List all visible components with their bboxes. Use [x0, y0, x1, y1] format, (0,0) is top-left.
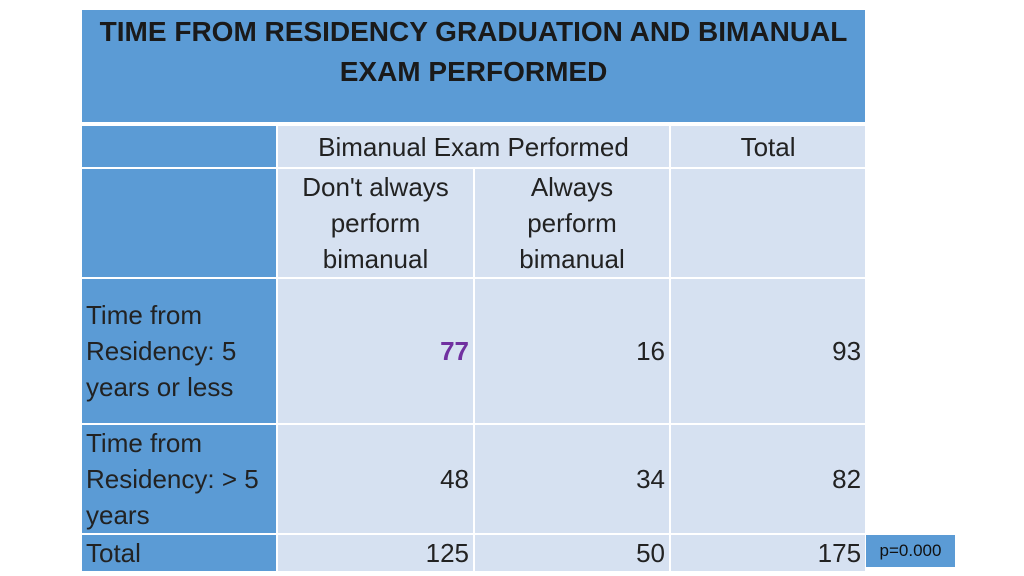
header-corner-bottom [80, 167, 278, 279]
header-corner-top [80, 123, 278, 169]
cell-col-total: 125 [276, 533, 475, 573]
col-header-dont-always: Don't always perform bimanual [276, 167, 475, 279]
col-header-always: Always perform bimanual [473, 167, 671, 279]
cell-value: 48 [276, 423, 475, 535]
cell-value-highlighted: 77 [276, 277, 475, 425]
row-label: Time from Residency: > 5 years [80, 423, 278, 535]
cell-col-total: 50 [473, 533, 671, 573]
total-header: Total [668, 123, 868, 169]
crosstab-table-wrapper: TIME FROM RESIDENCY GRADUATION AND BIMAN… [79, 8, 868, 573]
col-header-total-empty [668, 167, 868, 279]
table-row: Time from Residency: 5 years or less 77 … [80, 277, 868, 425]
title-row: TIME FROM RESIDENCY GRADUATION AND BIMAN… [79, 8, 868, 126]
col-header-always-label: Always perform bimanual [519, 172, 625, 274]
group-header: Bimanual Exam Performed [276, 123, 671, 169]
col-header-dont-always-label: Don't always perform bimanual [302, 172, 449, 274]
cell-row-total: 82 [668, 423, 868, 535]
p-value-badge: p=0.000 [866, 535, 955, 567]
row-label: Time from Residency: 5 years or less [80, 277, 278, 425]
table-title: TIME FROM RESIDENCY GRADUATION AND BIMAN… [79, 8, 868, 126]
cell-grand-total: 175 [668, 533, 868, 573]
header-row-1: Bimanual Exam Performed Total [80, 123, 868, 169]
totals-row: Total 125 50 175 [80, 533, 868, 573]
cell-value: 16 [473, 277, 671, 425]
totals-label: Total [80, 533, 278, 573]
cell-value: 34 [473, 423, 671, 535]
cell-row-total: 93 [668, 277, 868, 425]
header-row-2: Don't always perform bimanual Always per… [80, 167, 868, 279]
table-row: Time from Residency: > 5 years 48 34 82 [80, 423, 868, 535]
crosstab-table: TIME FROM RESIDENCY GRADUATION AND BIMAN… [79, 8, 868, 573]
